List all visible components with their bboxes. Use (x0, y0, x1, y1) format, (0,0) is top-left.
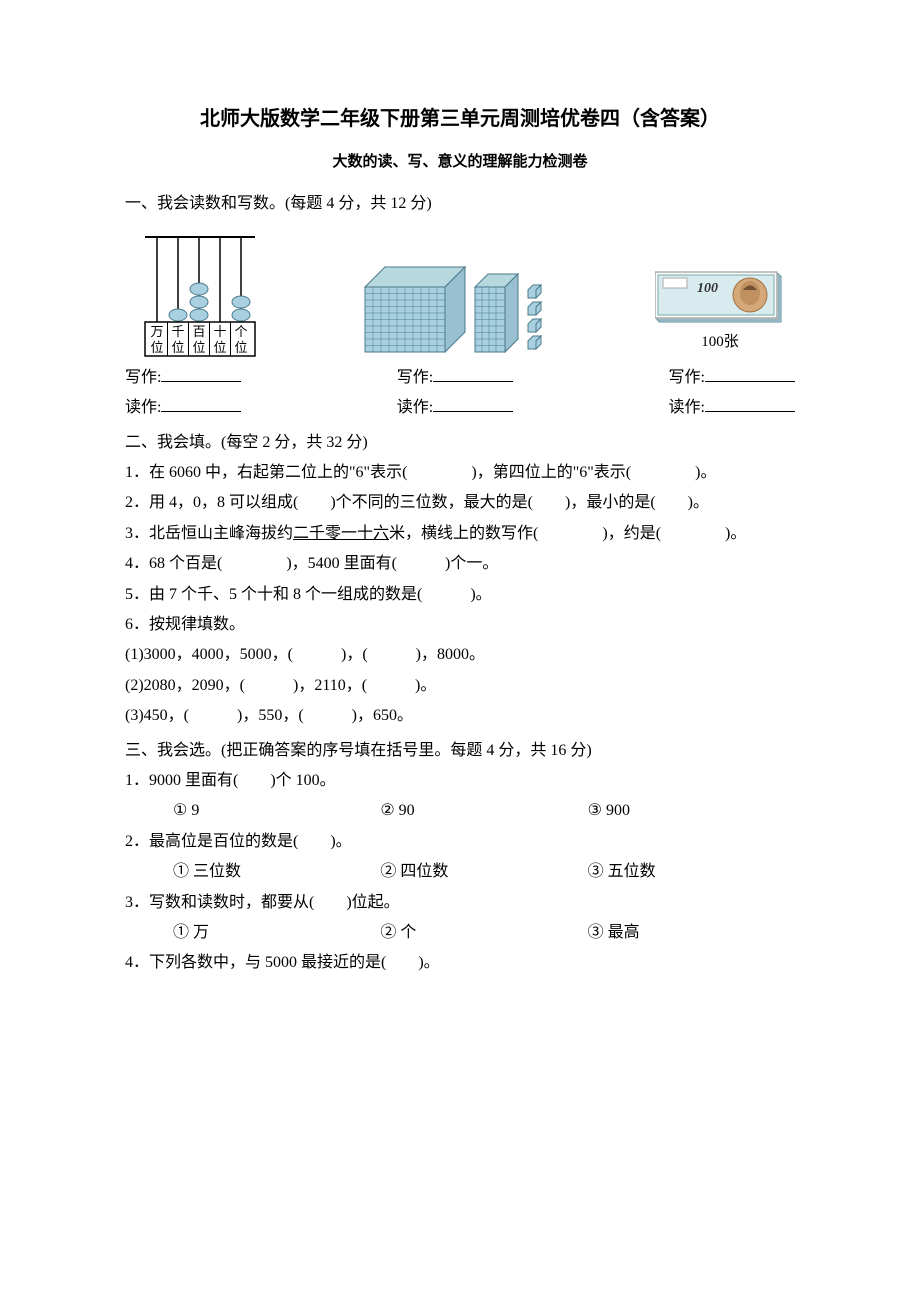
write-col-1: 写作: 读作: (125, 363, 241, 424)
read-label-3: 读作: (669, 399, 705, 416)
write-label-1: 写作: (125, 369, 161, 386)
abacus-icon: 万 千 百 十 个 位 位 位 位 位 (135, 227, 265, 357)
q3-2-opt-1: ① 三位数 (173, 857, 380, 887)
q3-3-opt-2: ② 个 (380, 918, 587, 948)
svg-text:位: 位 (192, 340, 205, 355)
svg-text:万: 万 (150, 324, 163, 339)
q3-2-opt-2: ② 四位数 (380, 857, 587, 887)
q2-3b: 米，横线上的数写作( )，约是( )。 (389, 525, 746, 542)
q3-1-opt-1: ① 9 (173, 796, 380, 826)
write-col-3: 写作: 读作: (669, 363, 795, 424)
q2-3u: 二千零一十六 (293, 525, 389, 542)
q2-6-1: (1)3000，4000，5000，( )，( )，8000。 (125, 640, 795, 670)
svg-text:个: 个 (234, 324, 247, 339)
svg-text:位: 位 (171, 340, 184, 355)
q3-1-opt-3: ③ 900 (588, 796, 795, 826)
q2-6-2: (2)2080，2090，( )，2110，( )。 (125, 671, 795, 701)
q2-6-3: (3)450，( )，550，( )，650。 (125, 701, 795, 731)
section-2-heading: 二、我会填。(每空 2 分，共 32 分) (125, 428, 795, 458)
q3-4: 4．下列各数中，与 5000 最接近的是( )。 (125, 948, 795, 978)
page-subtitle: 大数的读、写、意义的理解能力检测卷 (125, 148, 795, 177)
write-label-3: 写作: (669, 369, 705, 386)
blank-read-1 (161, 395, 241, 413)
q3-2-opts: ① 三位数 ② 四位数 ③ 五位数 (125, 857, 795, 887)
blocks-icon (360, 257, 560, 357)
write-label-2: 写作: (397, 369, 433, 386)
q2-5: 5．由 7 个千、5 个十和 8 个一组成的数是( )。 (125, 580, 795, 610)
read-label-1: 读作: (125, 399, 161, 416)
figures-row: 万 千 百 十 个 位 位 位 位 位 (125, 227, 795, 357)
q3-1-opt-2: ② 90 (380, 796, 587, 826)
svg-text:十: 十 (213, 324, 226, 339)
q3-3: 3．写数和读数时，都要从( )位起。 (125, 888, 795, 918)
write-row: 写作: 读作: 写作: 读作: 写作: 读作: (125, 363, 795, 424)
blank-write-2 (433, 364, 513, 382)
blank-write-1 (161, 364, 241, 382)
q2-3a: 3．北岳恒山主峰海拔约 (125, 525, 293, 542)
q3-2-opt-3: ③ 五位数 (588, 857, 795, 887)
svg-text:位: 位 (213, 340, 226, 355)
abacus-figure: 万 千 百 十 个 位 位 位 位 位 (135, 227, 265, 357)
q2-6: 6．按规律填数。 (125, 610, 795, 640)
blank-read-3 (705, 395, 795, 413)
q3-1: 1．9000 里面有( )个 100。 (125, 766, 795, 796)
money-figure: 100 100张 (655, 266, 785, 357)
blocks-figure (360, 257, 560, 357)
money-icon: 100 (655, 266, 785, 326)
svg-text:千: 千 (171, 324, 184, 339)
write-col-2: 写作: 读作: (397, 363, 513, 424)
section-1-heading: 一、我会读数和写数。(每题 4 分，共 12 分) (125, 189, 795, 219)
blank-read-2 (433, 395, 513, 413)
svg-text:百: 百 (192, 324, 205, 339)
q2-2: 2．用 4，0，8 可以组成( )个不同的三位数，最大的是( )，最小的是( )… (125, 488, 795, 518)
q2-4: 4．68 个百是( )，5400 里面有( )个一。 (125, 549, 795, 579)
section-3-heading: 三、我会选。(把正确答案的序号填在括号里。每题 4 分，共 16 分) (125, 736, 795, 766)
q3-3-opt-1: ① 万 (173, 918, 380, 948)
q3-1-opts: ① 9 ② 90 ③ 900 (125, 796, 795, 826)
svg-text:100: 100 (697, 281, 718, 296)
q3-2: 2．最高位是百位的数是( )。 (125, 827, 795, 857)
svg-text:位: 位 (150, 340, 163, 355)
q2-3: 3．北岳恒山主峰海拔约二千零一十六米，横线上的数写作( )，约是( )。 (125, 519, 795, 549)
q2-1: 1．在 6060 中，右起第二位上的"6"表示( )，第四位上的"6"表示( )… (125, 458, 795, 488)
blank-write-3 (705, 364, 795, 382)
q3-3-opts: ① 万 ② 个 ③ 最高 (125, 918, 795, 948)
read-label-2: 读作: (397, 399, 433, 416)
money-caption: 100张 (701, 328, 739, 357)
page-title: 北师大版数学二年级下册第三单元周测培优卷四（含答案） (125, 100, 795, 138)
svg-text:位: 位 (234, 340, 247, 355)
q3-3-opt-3: ③ 最高 (588, 918, 795, 948)
